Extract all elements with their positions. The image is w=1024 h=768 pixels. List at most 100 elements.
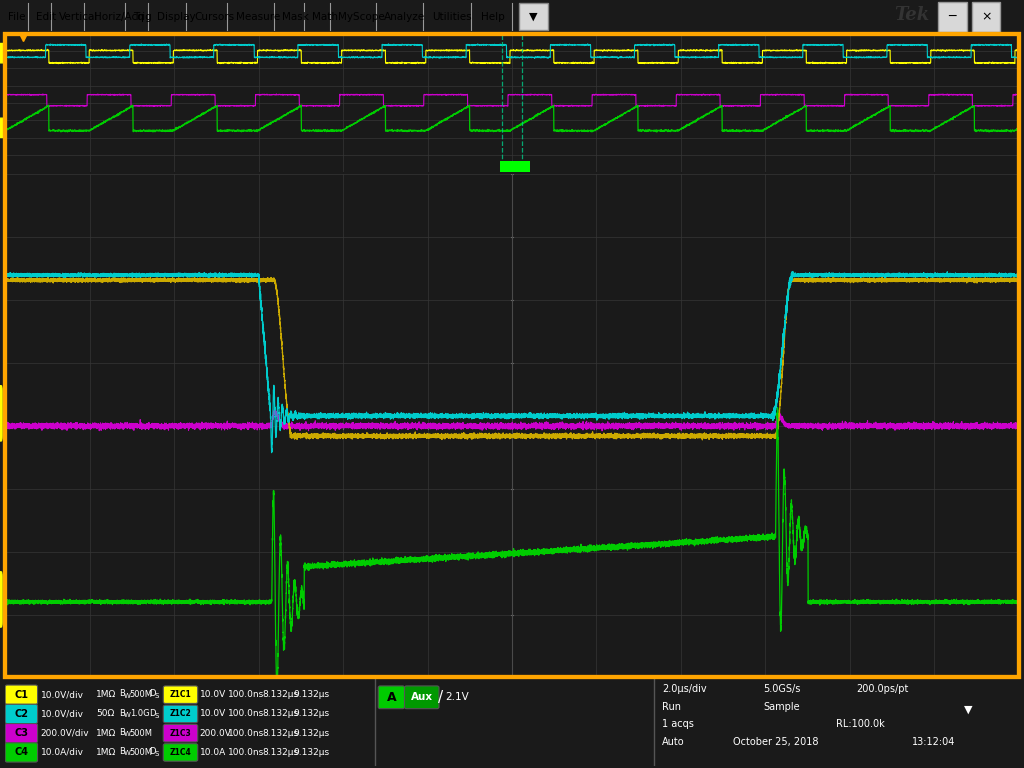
Text: 50Ω: 50Ω [96,710,115,718]
Text: 10.0V: 10.0V [200,710,226,718]
Text: S: S [155,713,159,719]
Text: 8.132μs: 8.132μs [262,690,299,699]
Text: 10.0A/div: 10.0A/div [41,748,84,757]
FancyBboxPatch shape [163,724,198,742]
Text: S: S [155,751,159,757]
Text: D: D [150,709,156,717]
Text: Edit: Edit [36,12,56,22]
Text: 1MΩ: 1MΩ [96,729,117,738]
FancyBboxPatch shape [5,723,38,743]
Text: 500M: 500M [130,729,153,738]
Text: Tek: Tek [894,6,929,25]
Text: 1MΩ: 1MΩ [96,690,117,699]
Text: Analyze: Analyze [384,12,425,22]
Text: W: W [124,712,131,718]
FancyBboxPatch shape [163,686,198,703]
Text: 1.0G: 1.0G [130,710,150,718]
Text: 200.0V: 200.0V [200,729,231,738]
FancyBboxPatch shape [5,743,38,762]
Text: Cursors: Cursors [195,12,234,22]
Text: 8.132μs: 8.132μs [262,748,299,757]
Text: W: W [124,693,131,699]
Text: Z1C3: Z1C3 [170,729,191,738]
Text: C3: C3 [14,728,29,738]
Text: 8.132μs: 8.132μs [262,710,299,718]
Text: C2: C2 [14,709,29,719]
Text: 9.132μs: 9.132μs [293,710,329,718]
Bar [938,2,967,32]
Text: 9.132μs: 9.132μs [293,690,329,699]
Text: B: B [119,747,125,756]
Text: 10.0A: 10.0A [200,748,226,757]
Text: 500M: 500M [130,748,153,757]
FancyBboxPatch shape [0,44,4,63]
Text: Utilities: Utilities [432,12,472,22]
Text: Help: Help [481,12,505,22]
Text: 100.0ns: 100.0ns [228,710,264,718]
Text: B: B [119,709,125,717]
Text: 10.0V: 10.0V [200,690,226,699]
Text: W: W [124,750,131,756]
Text: S: S [155,694,159,700]
FancyBboxPatch shape [378,686,404,709]
Text: Z1C1: Z1C1 [170,690,191,699]
FancyBboxPatch shape [0,118,4,137]
FancyBboxPatch shape [0,386,2,441]
Text: 9.132μs: 9.132μs [293,729,329,738]
Text: Measure: Measure [236,12,280,22]
Text: ▼: ▼ [964,704,973,714]
Text: 100.0ns: 100.0ns [228,729,264,738]
Bar [519,3,548,31]
FancyBboxPatch shape [5,685,38,704]
FancyBboxPatch shape [0,571,2,627]
Text: ▼: ▼ [529,12,538,22]
Text: W: W [124,731,131,737]
FancyBboxPatch shape [404,686,439,709]
Text: D: D [150,690,156,698]
Text: 1MΩ: 1MΩ [96,748,117,757]
Text: 2.0μs/div: 2.0μs/div [663,684,707,694]
Text: Z1C2: Z1C2 [170,710,191,718]
Text: 500M: 500M [130,690,153,699]
Text: 5.0GS/s: 5.0GS/s [764,684,801,694]
Text: Mask: Mask [282,12,308,22]
Text: C4: C4 [14,747,29,757]
Text: 10.0V/div: 10.0V/div [41,710,84,718]
Text: 100.0ns: 100.0ns [228,690,264,699]
FancyBboxPatch shape [5,704,38,723]
Text: Z1C4: Z1C4 [170,748,191,757]
Text: Math: Math [312,12,338,22]
Text: 10.0V/div: 10.0V/div [41,690,84,699]
Text: 13:12:04: 13:12:04 [912,737,955,747]
Text: 200.0V/div: 200.0V/div [41,729,89,738]
FancyBboxPatch shape [163,743,198,761]
Text: Auto: Auto [663,737,685,747]
Text: /: / [438,690,443,705]
Text: 100.0ns: 100.0ns [228,748,264,757]
Text: ×: × [981,11,991,23]
Text: 9.132μs: 9.132μs [293,748,329,757]
Text: 2.1V: 2.1V [445,692,469,702]
Text: Trig: Trig [133,12,152,22]
Text: B: B [119,728,125,737]
Bar [500,161,530,172]
Text: Vertical: Vertical [59,12,98,22]
Bar [972,2,1000,32]
FancyBboxPatch shape [163,705,198,723]
Text: MyScope: MyScope [338,12,385,22]
Text: B: B [119,690,125,698]
Text: Aux: Aux [411,692,433,702]
Text: October 25, 2018: October 25, 2018 [733,737,818,747]
Text: A: A [386,690,396,703]
Text: Horiz/Acq: Horiz/Acq [94,12,144,22]
Text: Run: Run [663,702,681,712]
Text: 200.0ps/pt: 200.0ps/pt [857,684,909,694]
Text: 8.132μs: 8.132μs [262,729,299,738]
Text: D: D [150,747,156,756]
Text: ─: ─ [948,11,956,23]
Text: RL:100.0k: RL:100.0k [837,720,885,730]
Text: Display: Display [157,12,196,22]
Text: C1: C1 [14,690,29,700]
Text: 1 acqs: 1 acqs [663,720,694,730]
Text: Sample: Sample [764,702,800,712]
